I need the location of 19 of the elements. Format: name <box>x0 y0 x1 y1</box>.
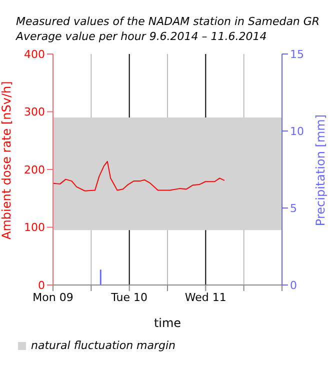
y2-tick-label: 10 <box>290 124 304 138</box>
chart-title: Measured values of the NADAM station in Samedan GR <box>16 14 321 29</box>
y-tick-label: 400 <box>24 48 45 61</box>
line-series <box>53 160 225 192</box>
y-tick-label: 0 <box>38 278 45 292</box>
y2-axis-title: Precipitation [mm] <box>313 114 328 226</box>
y-tick-label: 300 <box>24 106 45 119</box>
x-tick-label: Tue 10 <box>110 290 148 304</box>
x-tick-label: Wed 11 <box>184 290 226 304</box>
y2-tick-label: 15 <box>290 48 304 61</box>
y-axis-title: Ambient dose rate [nSv/h] <box>0 81 14 240</box>
x-axis-title: time <box>154 316 182 330</box>
y2-tick-label: 0 <box>290 278 297 292</box>
x-tick-label: Mon 09 <box>32 290 74 304</box>
y-tick-label: 100 <box>24 221 45 234</box>
y2-tick-label: 5 <box>290 202 297 215</box>
legend-label: natural fluctuation margin <box>31 339 176 352</box>
y-tick-label: 200 <box>24 163 45 176</box>
chart-subtitle: Average value per hour 9.6.2014 – 11.6.2014 <box>16 29 268 44</box>
